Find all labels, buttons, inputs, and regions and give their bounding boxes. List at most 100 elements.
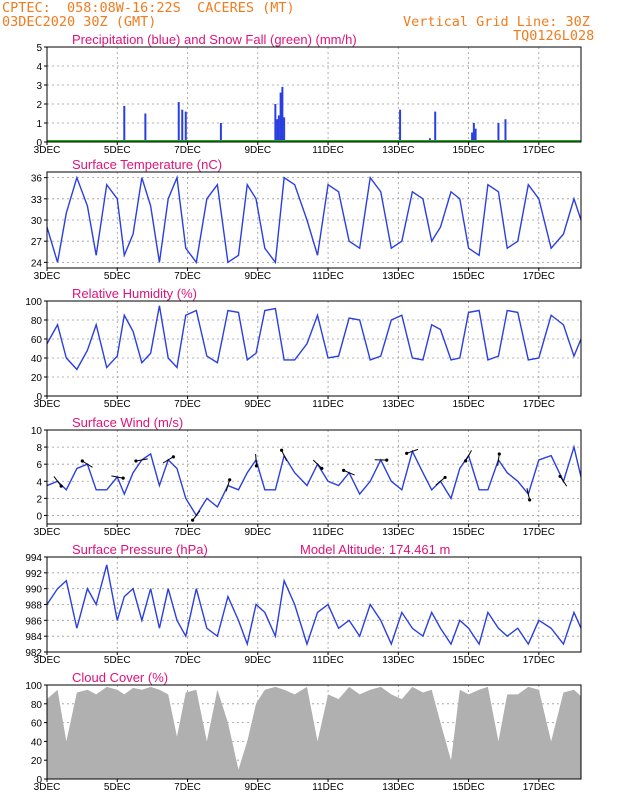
panel-frame — [46, 429, 582, 525]
wind-arrow-head — [497, 452, 501, 456]
precip-bar — [177, 102, 180, 142]
header-line1: CPTEC: 058:08W-16:22S CACERES (MT) — [2, 0, 295, 16]
y-tick-label: 994 — [25, 553, 42, 564]
panel-frame — [46, 300, 582, 397]
y-tick-label: 992 — [25, 569, 42, 580]
y-tick-label: 6 — [36, 460, 42, 471]
x-tick-label: 5DEC — [104, 655, 131, 666]
x-tick-label: 3DEC — [34, 655, 61, 666]
x-tick-label: 5DEC — [104, 271, 131, 282]
precip-bar — [279, 92, 282, 142]
y-tick-label: 100 — [25, 681, 42, 692]
x-tick-label: 11DEC — [312, 655, 344, 666]
y-tick-label: 0 — [36, 511, 42, 522]
wind-arrow — [435, 477, 446, 486]
grid-note: Vertical Grid Line: 30Z — [403, 14, 590, 30]
model-altitude: Model Altitude: 174.461 m — [300, 542, 450, 557]
x-tick-label: 13DEC — [382, 399, 414, 410]
precip-bar — [274, 104, 277, 142]
x-tick-label: 11DEC — [312, 271, 344, 282]
x-tick-label: 13DEC — [382, 145, 414, 156]
x-tick-label: 15DEC — [452, 655, 484, 666]
precip-bar — [219, 123, 222, 142]
x-tick-label: 17DEC — [523, 527, 555, 538]
cloud-area — [47, 686, 581, 779]
x-tick-label: 15DEC — [452, 145, 484, 156]
precip-bar — [504, 119, 507, 142]
wind-arrow-head — [558, 474, 562, 478]
y-tick-label: 100 — [25, 297, 42, 308]
precip-bar — [144, 113, 147, 142]
wind-arrow — [465, 450, 472, 462]
x-tick-label: 5DEC — [104, 527, 131, 538]
y-tick-label: 990 — [25, 585, 42, 596]
x-tick-label: 5DEC — [104, 145, 131, 156]
y-tick-label: 30 — [31, 216, 43, 227]
x-tick-label: 11DEC — [312, 399, 344, 410]
x-tick-label: 17DEC — [523, 271, 555, 282]
precip-bar — [281, 86, 284, 142]
precip-bar — [277, 115, 280, 142]
precip-bar — [471, 132, 474, 142]
panel-wind: 0 2 4 6 8 10 3DEC 5DEC 7DEC 9DEC 11DEC 13DEC 15DEC 17… — [31, 415, 582, 538]
y-tick-label: 5 — [36, 43, 42, 54]
x-tick-label: 7DEC — [174, 527, 201, 538]
x-tick-label: 5DEC — [104, 782, 131, 793]
precip-bar — [497, 123, 500, 142]
wind-arrow — [255, 453, 257, 466]
panel-temp: 24 27 30 33 36 3DEC 5DEC 7DEC 9DEC 11DEC 13DEC 15DE… — [31, 157, 582, 282]
y-tick-label: 4 — [36, 62, 42, 73]
y-tick-label: 40 — [31, 737, 43, 748]
precip-bar — [181, 109, 184, 142]
wind-arrow — [82, 460, 93, 468]
x-tick-label: 7DEC — [174, 782, 201, 793]
panel-frame — [46, 46, 582, 143]
wind-arrow — [559, 476, 568, 487]
wind-arrow — [162, 456, 174, 464]
x-tick-label: 9DEC — [244, 527, 271, 538]
panel-precip: 0 1 2 3 4 5 3DEC 5DEC 7DEC 9DEC 11DEC 13DEC 15DEC 17D… — [34, 32, 582, 156]
wind-arrow-head — [171, 455, 175, 459]
panel-cloud: 0 20 40 60 80 100 3DEC 5DEC 7DEC 9DEC 11DEC 13DEC 15… — [25, 670, 582, 793]
wind-arrow — [343, 469, 355, 476]
wind-arrow — [53, 476, 62, 487]
wind-arrow — [225, 479, 231, 492]
x-tick-label: 15DEC — [452, 782, 484, 793]
x-tick-label: 7DEC — [174, 655, 201, 666]
wind-arrow-head — [280, 448, 284, 452]
y-tick-label: 33 — [31, 195, 43, 206]
y-tick-label: 982 — [25, 648, 42, 659]
x-tick-label: 15DEC — [452, 527, 484, 538]
y-tick-label: 0 — [36, 138, 42, 149]
x-tick-label: 11DEC — [312, 527, 344, 538]
wind-arrow — [135, 458, 148, 462]
wind-arrow-head — [134, 459, 138, 463]
x-tick-label: 3DEC — [34, 399, 61, 410]
wind-arrow — [526, 488, 531, 501]
x-tick-label: 17DEC — [523, 782, 555, 793]
wind-arrow-head — [443, 475, 447, 480]
precip-bar — [399, 109, 402, 142]
precip-bar — [276, 119, 279, 142]
x-tick-label: 17DEC — [523, 655, 555, 666]
model-code: TQ0126L028 — [513, 28, 595, 44]
y-tick-label: 0 — [36, 775, 42, 786]
x-tick-label: 15DEC — [452, 271, 484, 282]
wind-arrow-head — [342, 468, 346, 472]
x-tick-label: 9DEC — [244, 271, 271, 282]
series-pressure — [46, 564, 582, 647]
y-tick-label: 20 — [31, 373, 43, 384]
y-tick-label: 984 — [25, 632, 42, 643]
y-tick-label: 3 — [36, 81, 42, 92]
series-temp — [46, 174, 582, 265]
x-tick-label: 15DEC — [452, 399, 484, 410]
wind-arrow-head — [59, 484, 63, 488]
x-tick-label: 3DEC — [34, 527, 61, 538]
precip-bar — [283, 117, 286, 142]
y-tick-label: 20 — [31, 756, 43, 767]
y-tick-label: 988 — [25, 601, 42, 612]
y-tick-label: 8 — [36, 443, 42, 454]
y-tick-label: 40 — [31, 354, 43, 365]
x-tick-label: 5DEC — [104, 399, 131, 410]
